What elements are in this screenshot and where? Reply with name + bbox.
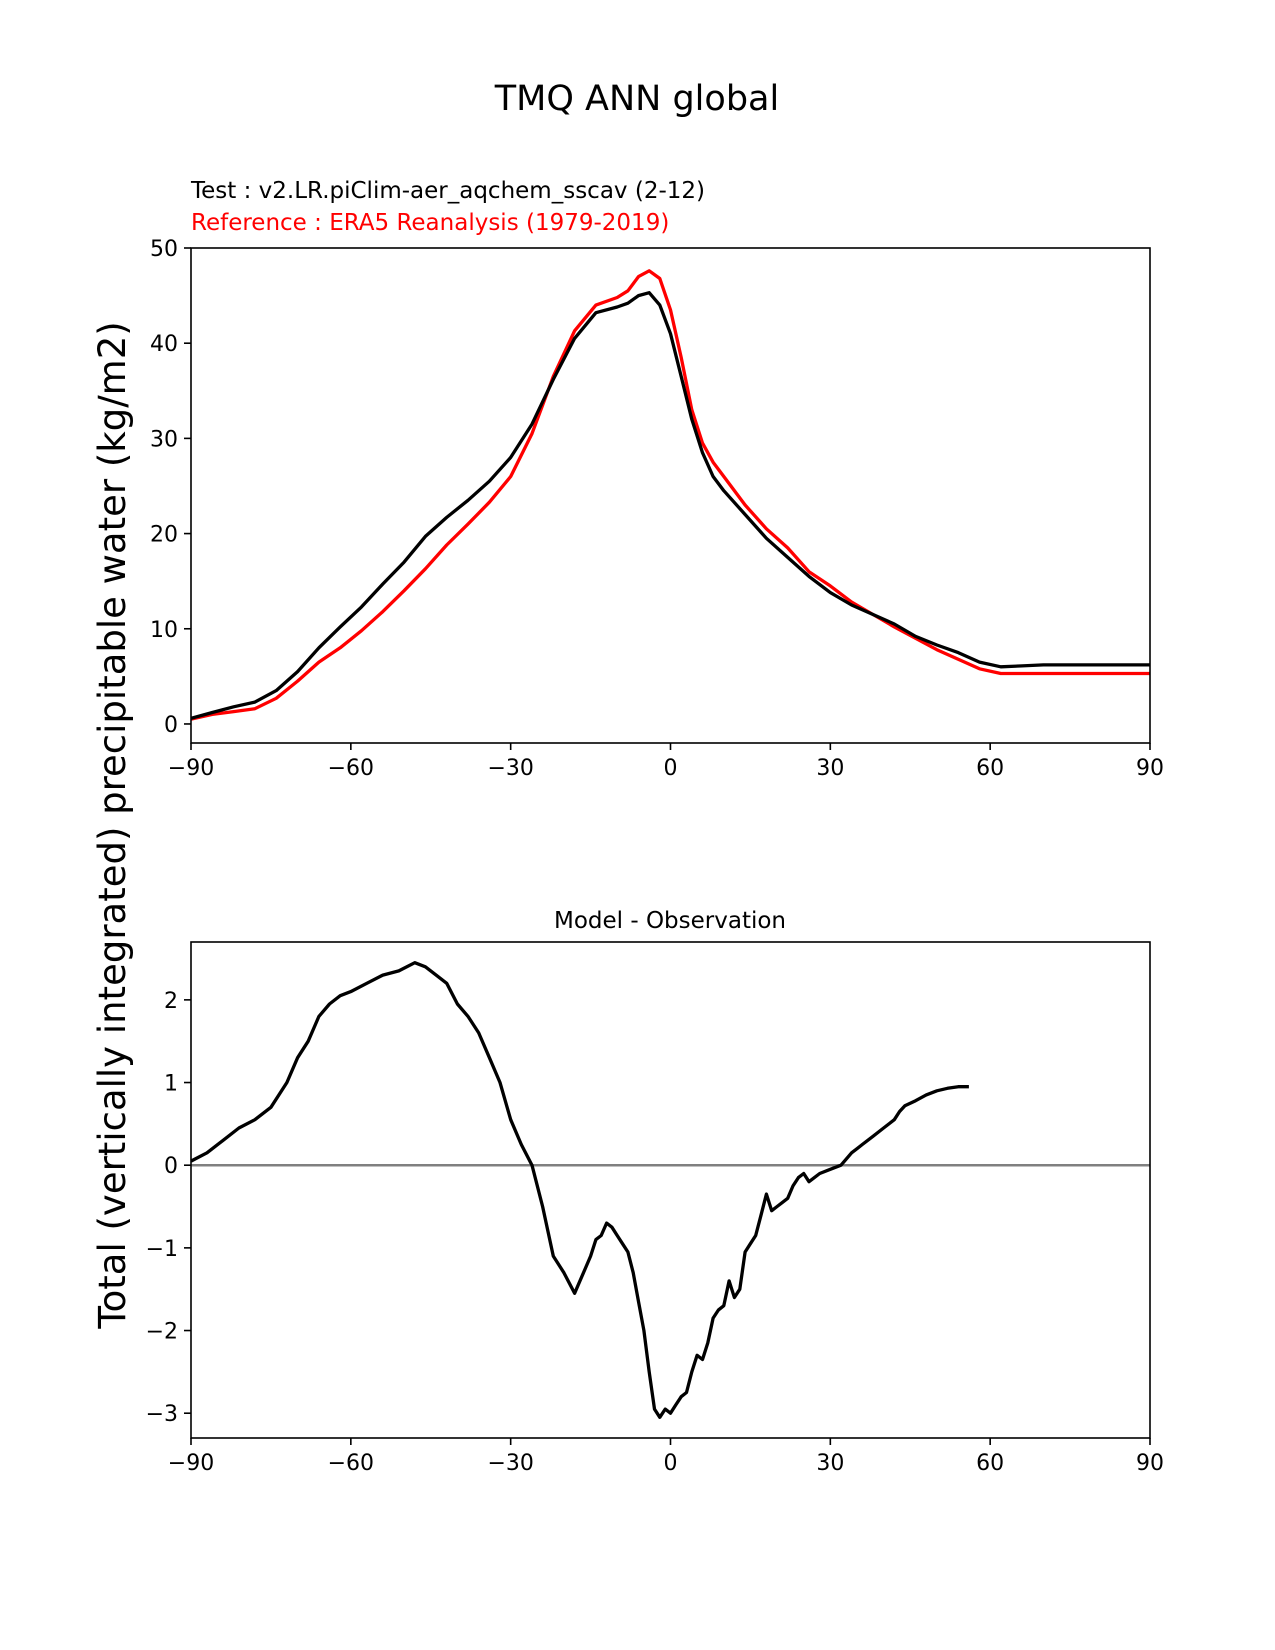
top-axes-frame: [190, 247, 1151, 744]
bottom-axes-frame: [190, 941, 1151, 1439]
figure-ylabel: Total (vertically integrated) precipitab…: [91, 321, 134, 1329]
top-series-reference: [190, 269, 1150, 721]
test-label: Test : v2.LR.piClim-aer_aqchem_sscav (2-…: [190, 178, 705, 204]
top-xtick-label: 30: [816, 756, 844, 781]
top-ytick-label: 20: [150, 523, 178, 548]
top-ytick-label: 30: [150, 427, 178, 452]
top-xtick-label: −60: [328, 756, 374, 781]
reference-label: Reference : ERA5 Reanalysis (1979-2019): [191, 210, 669, 236]
bottom-ytick-label: 1: [164, 1072, 178, 1097]
bottom-xtick-label: −60: [328, 1451, 374, 1476]
bottom-xtick-label: 60: [976, 1451, 1004, 1476]
top-series-test: [190, 291, 1150, 720]
bottom-xtick-label: 30: [816, 1451, 844, 1476]
bottom-ytick-label: −3: [146, 1402, 178, 1427]
bottom-ytick-label: −2: [146, 1320, 178, 1345]
bottom-ytick-label: 2: [164, 989, 178, 1014]
top-xtick-label: 60: [976, 756, 1004, 781]
top-xtick-label: −30: [487, 756, 533, 781]
top-xtick-label: 90: [1136, 756, 1164, 781]
bottom-ytick-label: −1: [146, 1237, 178, 1262]
bottom-panel: Model - Observation −90 −60 −30 0 30 60 90 −3 −2…: [146, 908, 1164, 1476]
bottom-panel-title: Model - Observation: [554, 908, 786, 934]
top-xtick-label: −90: [168, 756, 214, 781]
bottom-ytick-label: 0: [164, 1154, 178, 1179]
bottom-series-difference: [190, 961, 969, 1419]
bottom-xtick-label: 90: [1136, 1451, 1164, 1476]
figure-title: TMQ ANN global: [494, 79, 779, 119]
bottom-xtick-label: 0: [664, 1451, 678, 1476]
top-ytick-label: 40: [150, 332, 178, 357]
top-xtick-label: 0: [664, 756, 678, 781]
top-ytick-label: 50: [150, 237, 178, 262]
bottom-xtick-label: −90: [168, 1451, 214, 1476]
bottom-xtick-label: −30: [487, 1451, 533, 1476]
top-ytick-label: 0: [164, 713, 178, 738]
top-ytick-label: 10: [150, 618, 178, 643]
top-panel: Test : v2.LR.piClim-aer_aqchem_sscav (2-…: [150, 178, 1164, 781]
